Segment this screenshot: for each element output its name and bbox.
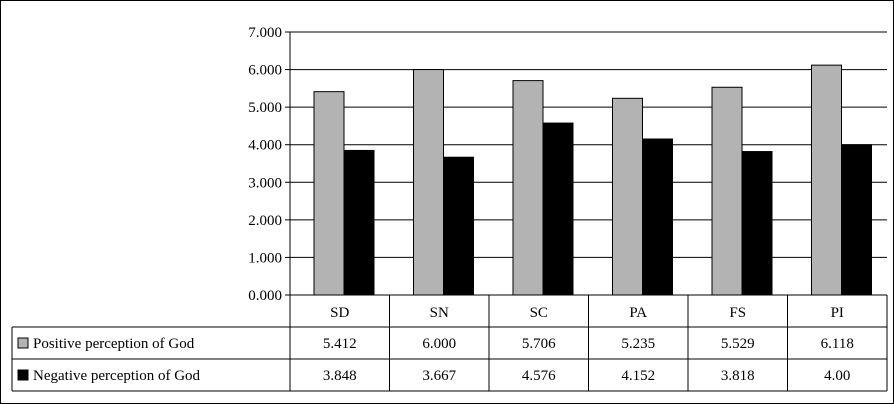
data-label: 6.000 <box>422 336 456 352</box>
y-tick-label: 5.000 <box>248 100 282 116</box>
x-category-label: FS <box>729 305 746 321</box>
x-category-label: PI <box>831 305 844 321</box>
data-label: 5.235 <box>621 336 655 352</box>
x-category-label: SD <box>330 305 349 321</box>
bar-sd-negative <box>343 149 375 296</box>
y-tick-label: 2.000 <box>248 213 282 229</box>
y-tick-label: 6.000 <box>248 63 282 79</box>
data-label: 4.576 <box>522 368 556 384</box>
bar-pi-negative <box>841 144 872 296</box>
data-label: 5.706 <box>522 336 556 352</box>
data-label: 3.667 <box>422 368 456 384</box>
data-label: 4.00 <box>824 368 850 384</box>
y-tick-label: 0.000 <box>248 288 282 304</box>
data-label: 3.818 <box>721 368 755 384</box>
bar-pi-positive <box>811 64 842 296</box>
y-tick-label: 3.000 <box>248 175 282 191</box>
gridlines <box>285 31 887 296</box>
x-category-label: SN <box>430 305 449 321</box>
bar-sd-positive <box>313 91 345 296</box>
data-label: 6.118 <box>821 336 854 352</box>
bar-fs-negative <box>741 151 773 296</box>
bar-sn-positive <box>413 69 444 296</box>
y-tick-label: 7.000 <box>248 25 282 41</box>
x-category-label: SC <box>530 305 548 321</box>
legend-swatch <box>17 337 29 349</box>
bar-sn-negative <box>443 156 474 296</box>
legend-swatch <box>17 369 29 381</box>
bar-fs-positive <box>711 86 743 296</box>
data-label: 3.848 <box>323 368 357 384</box>
y-axis-ticks: 0.000 1.000 2.000 3.000 4.000 5.000 6.000 7.000 <box>248 25 282 304</box>
y-tick-label: 4.000 <box>248 138 282 154</box>
y-tick-label: 1.000 <box>248 250 282 266</box>
data-label: 5.529 <box>721 336 755 352</box>
x-category-label: PA <box>629 305 647 321</box>
legend-label: Positive perception of God <box>33 336 195 352</box>
bar-sc-positive <box>512 80 544 296</box>
bar-pa-negative <box>642 138 673 296</box>
bars <box>313 64 872 296</box>
data-label: 4.152 <box>621 368 655 384</box>
bar-pa-positive <box>612 97 643 296</box>
legend-label: Negative perception of God <box>33 368 201 384</box>
bar-sc-negative <box>542 122 574 296</box>
data-table: SD SN SC PA FS PI Positive perception of God 5.… <box>11 294 888 392</box>
data-label: 5.412 <box>323 336 357 352</box>
